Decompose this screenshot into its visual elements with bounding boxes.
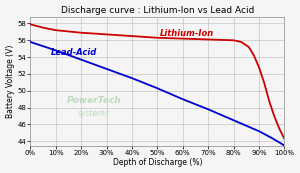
Y-axis label: Battery Voltage (V): Battery Voltage (V) xyxy=(6,44,15,118)
X-axis label: Depth of Discharge (%): Depth of Discharge (%) xyxy=(112,158,202,167)
Title: Discharge curve : Lithium-Ion vs Lead Acid: Discharge curve : Lithium-Ion vs Lead Ac… xyxy=(61,6,254,15)
Text: PowerTech: PowerTech xyxy=(67,96,121,105)
Text: Lead-Acid: Lead-Acid xyxy=(51,48,97,57)
Text: Lithium-Ion: Lithium-Ion xyxy=(160,29,214,38)
Text: systems: systems xyxy=(78,109,110,118)
